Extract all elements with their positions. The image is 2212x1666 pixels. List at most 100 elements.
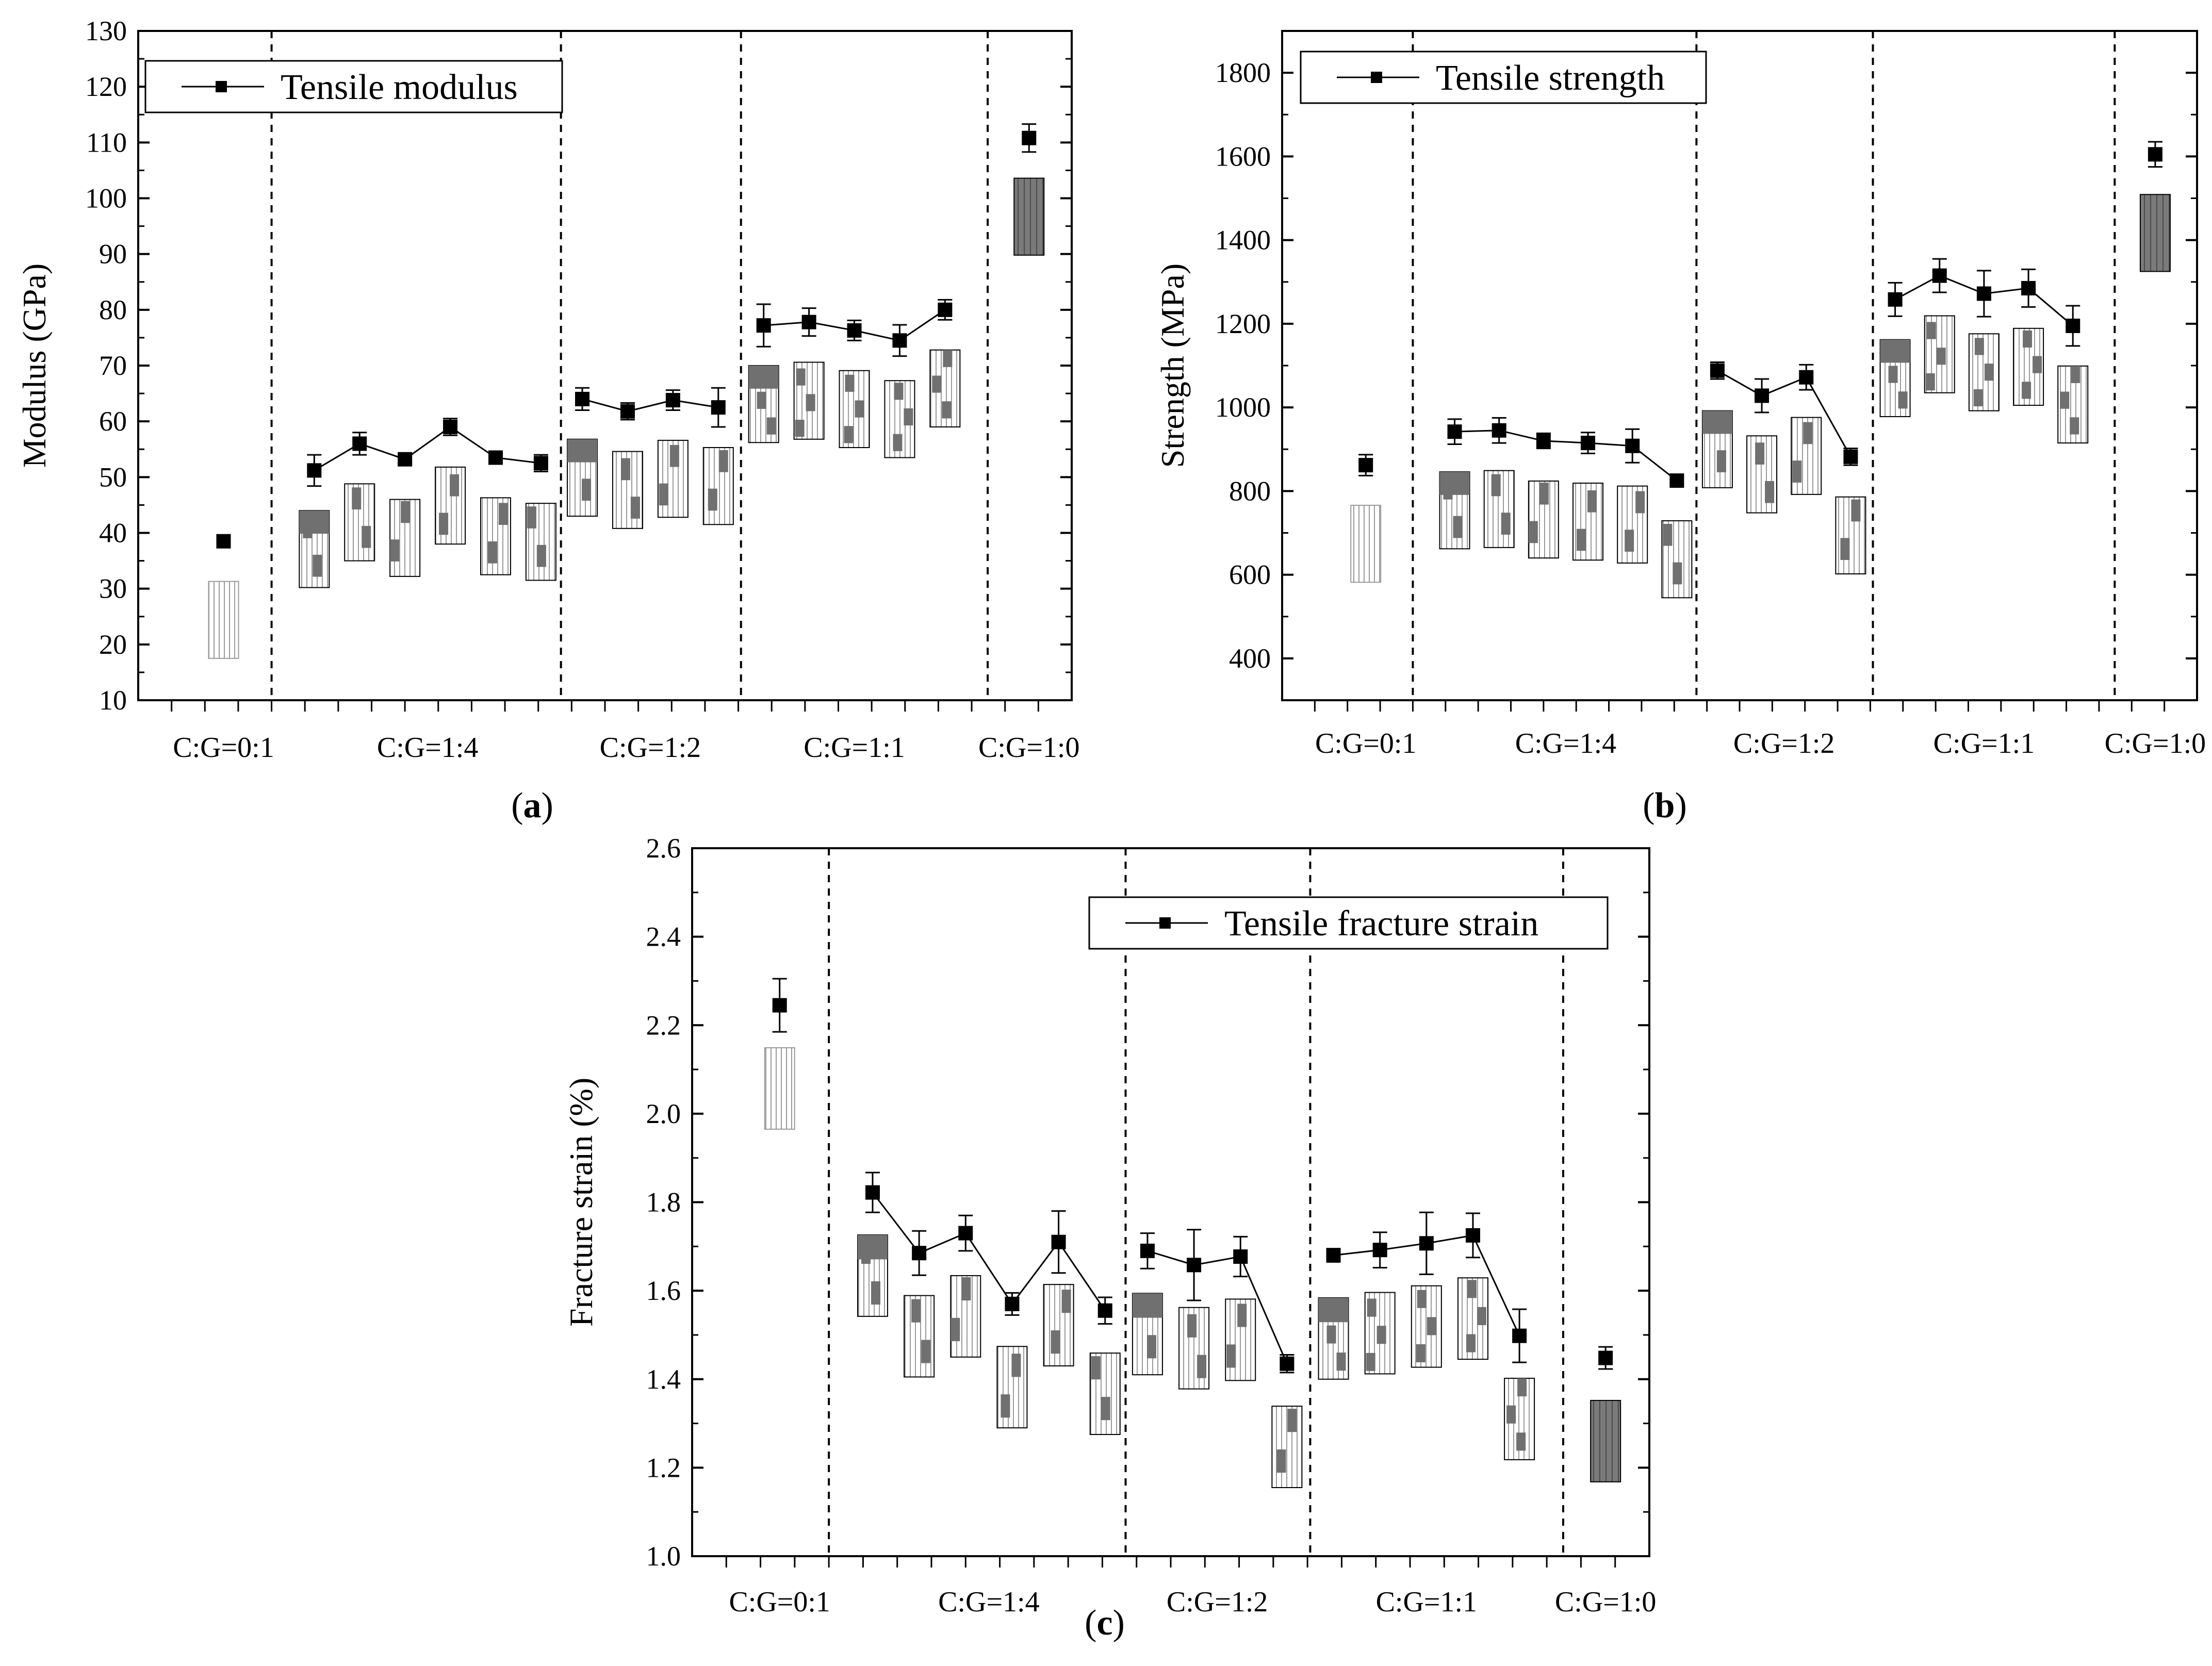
layup-carbon-band [1132,1293,1162,1318]
layup-carbon-band [567,439,598,463]
group-label: C:G=1:2 [1167,1586,1268,1618]
layup-carbon-block [2071,366,2080,383]
data-point-marker [1140,1243,1155,1258]
layup-schematic-icon [299,510,330,588]
series-line [314,426,542,471]
panel-c-fracture-strain-chart: 1.0 1.2 1.4 1.6 1.8 2.0 2.2 2.4 2.6 C:G=0:1 C:G=1:… [563,833,1656,1643]
layup-carbon-block [659,483,668,506]
y-tick-label: 130 [85,15,127,46]
layup-schematic-icon [1617,485,1648,564]
data-point-marker [1755,388,1769,403]
y-tick-label: 1400 [1215,225,1271,256]
layup-carbon-block [1276,1449,1286,1473]
layup-schematic-icon [208,581,239,659]
y-tick-label: 1.6 [646,1275,681,1306]
layup-schematic-icon [1178,1307,1210,1390]
data-point-marker [1051,1234,1066,1249]
layup-schematic-icon [435,466,466,545]
layup-carbon-block [1851,499,1861,522]
legend-label: Tensile fracture strain [1224,904,1538,944]
layup-schematic-icon [1791,417,1822,495]
group-label: C:G=1:1 [804,732,905,764]
y-tick-label: 1000 [1215,392,1271,423]
data-point-marker [307,463,322,478]
group-label: C:G=0:1 [173,732,274,764]
layup-schematic-icon [1364,1292,1396,1375]
y-axis-title: Fracture strain (%) [563,1078,599,1327]
data-point-marker [1005,1296,1020,1311]
layup-carbon-block [1051,1330,1060,1354]
layup-schematic-icon [2013,327,2044,406]
layup-carbon-block [1765,481,1775,503]
layup-carbon-block [708,488,717,511]
panel-label: (a) [511,786,553,826]
data-point-marker [1492,423,1506,438]
legend: Tensile modulus [144,60,563,113]
data-point-marker [938,302,953,317]
y-tick-label: 1.2 [646,1452,681,1483]
y-tick-label: 90 [99,239,127,270]
layup-schematic-icon [839,370,870,449]
data-point-marker [533,456,548,471]
layup-carbon-block [1366,1352,1375,1371]
layup-carbon-block [795,420,805,437]
layup-schematic-icon [702,447,734,525]
data-point-marker [1022,130,1037,145]
layup-schematic-icon [1318,1297,1349,1380]
data-point-marker [216,534,231,549]
layup-schematic-frame [1835,496,1866,575]
layup-carbon-block [1336,1352,1346,1371]
layup-carbon-band [857,1235,888,1260]
layup-carbon-block [1416,1344,1425,1363]
layup-schematic-icon [389,499,421,577]
data-point-marker [1512,1328,1527,1343]
data-point-marker [2148,147,2162,162]
layup-schematic-frame [764,1047,795,1130]
data-point-marker [1280,1356,1295,1371]
group-label: C:G=1:1 [1376,1586,1478,1618]
layup-carbon-block [1635,491,1645,514]
y-tick-label: 80 [99,294,127,325]
y-tick-label: 70 [99,350,127,381]
y-tick-label: 1200 [1215,308,1271,339]
layup-schematic-icon [1132,1293,1163,1376]
layup-carbon-block [845,374,855,392]
layup-schematic-icon [344,483,375,562]
layup-carbon-block [904,408,913,426]
layup-carbon-block [1506,1405,1516,1424]
data-point-marker [1447,424,1462,439]
y-tick-label: 60 [99,406,127,437]
layup-carbon-band [1702,410,1732,434]
layup-carbon-block [855,400,864,418]
y-tick-label: 2.0 [646,1098,681,1129]
data-point-marker [398,452,413,467]
data-point-marker [1372,1243,1387,1258]
data-point-marker [1326,1248,1341,1263]
layup-schematic-icon [764,1047,795,1130]
data-point-marker [1536,434,1551,449]
legend-marker [1371,72,1382,83]
layup-schematic-icon [929,349,961,427]
layup-carbon-block [439,513,449,535]
layup-schematic-icon [2057,365,2089,444]
layup-carbon-block [1716,450,1726,472]
group-label: C:G=0:1 [1315,728,1417,760]
y-tick-label: 1.4 [646,1364,681,1395]
y-tick-label: 1800 [1215,57,1271,88]
layup-carbon-block [932,375,942,393]
y-tick-label: 50 [99,461,127,492]
layup-schematic-icon [1411,1285,1442,1368]
layup-carbon-block [536,545,546,567]
legend: Tensile strength [1300,51,1707,104]
layup-carbon-block [2060,391,2070,409]
series-line [872,1192,1106,1311]
layup-carbon-block [951,1317,960,1342]
layup-carbon-block [2023,330,2033,348]
data-point-marker [665,393,680,408]
layup-carbon-block [1367,1298,1377,1317]
layup-carbon-block [313,554,322,577]
layup-carbon-block [1517,1378,1527,1397]
data-point-marker [1233,1249,1248,1264]
legend-label: Tensile strength [1436,58,1665,98]
layup-carbon-band [1439,472,1470,495]
